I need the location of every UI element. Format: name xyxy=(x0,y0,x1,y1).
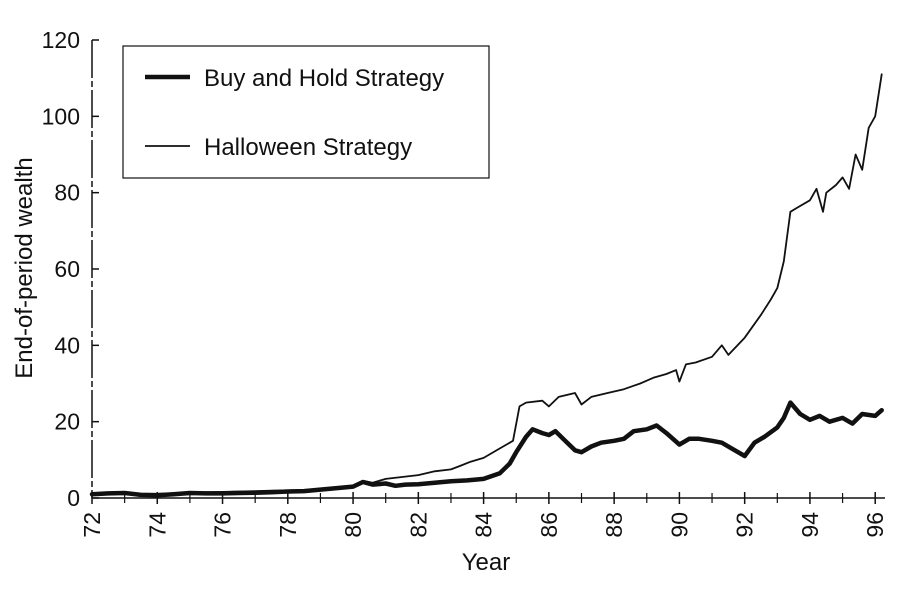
y-axis-title: End-of-period wealth xyxy=(11,157,38,378)
y-tick-label: 100 xyxy=(42,103,80,129)
y-tick-label: 60 xyxy=(54,256,80,282)
x-tick-label: 74 xyxy=(144,512,170,538)
series-layer xyxy=(89,73,884,498)
y-tick-label: 20 xyxy=(54,409,80,435)
legend: Buy and Hold Strategy Halloween Strategy xyxy=(122,45,490,179)
x-tick-label: 94 xyxy=(797,512,823,538)
y-tick-label: 120 xyxy=(42,27,80,53)
x-ticks: 72 74 76 78 80 82 84 86 88 90 92 94 96 xyxy=(79,492,888,538)
x-tick-label: 86 xyxy=(536,512,562,538)
x-tick-label: 80 xyxy=(340,512,366,538)
x-tick-label: 88 xyxy=(601,512,627,538)
y-tick-label: 80 xyxy=(54,180,80,206)
x-axis-title: Year xyxy=(462,549,511,576)
x-tick-label: 96 xyxy=(862,512,888,538)
y-tick-label: 40 xyxy=(54,332,80,358)
y-tick-label: 0 xyxy=(67,485,80,511)
x-tick-label: 78 xyxy=(275,512,301,538)
x-tick-label: 84 xyxy=(471,512,497,538)
y-ticks: 0 20 40 60 80 100 120 xyxy=(42,27,99,511)
legend-box xyxy=(122,45,490,179)
series-line-buy-and-hold xyxy=(89,400,884,498)
x-tick-label: 72 xyxy=(79,512,105,538)
legend-label-buy-and-hold: Buy and Hold Strategy xyxy=(204,65,444,92)
series-line-halloween xyxy=(91,73,883,496)
x-tick-label: 76 xyxy=(210,512,236,538)
x-tick-label: 92 xyxy=(732,512,758,538)
x-tick-label: 90 xyxy=(666,512,692,538)
x-tick-label: 82 xyxy=(405,512,431,538)
legend-label-halloween: Halloween Strategy xyxy=(204,134,412,161)
